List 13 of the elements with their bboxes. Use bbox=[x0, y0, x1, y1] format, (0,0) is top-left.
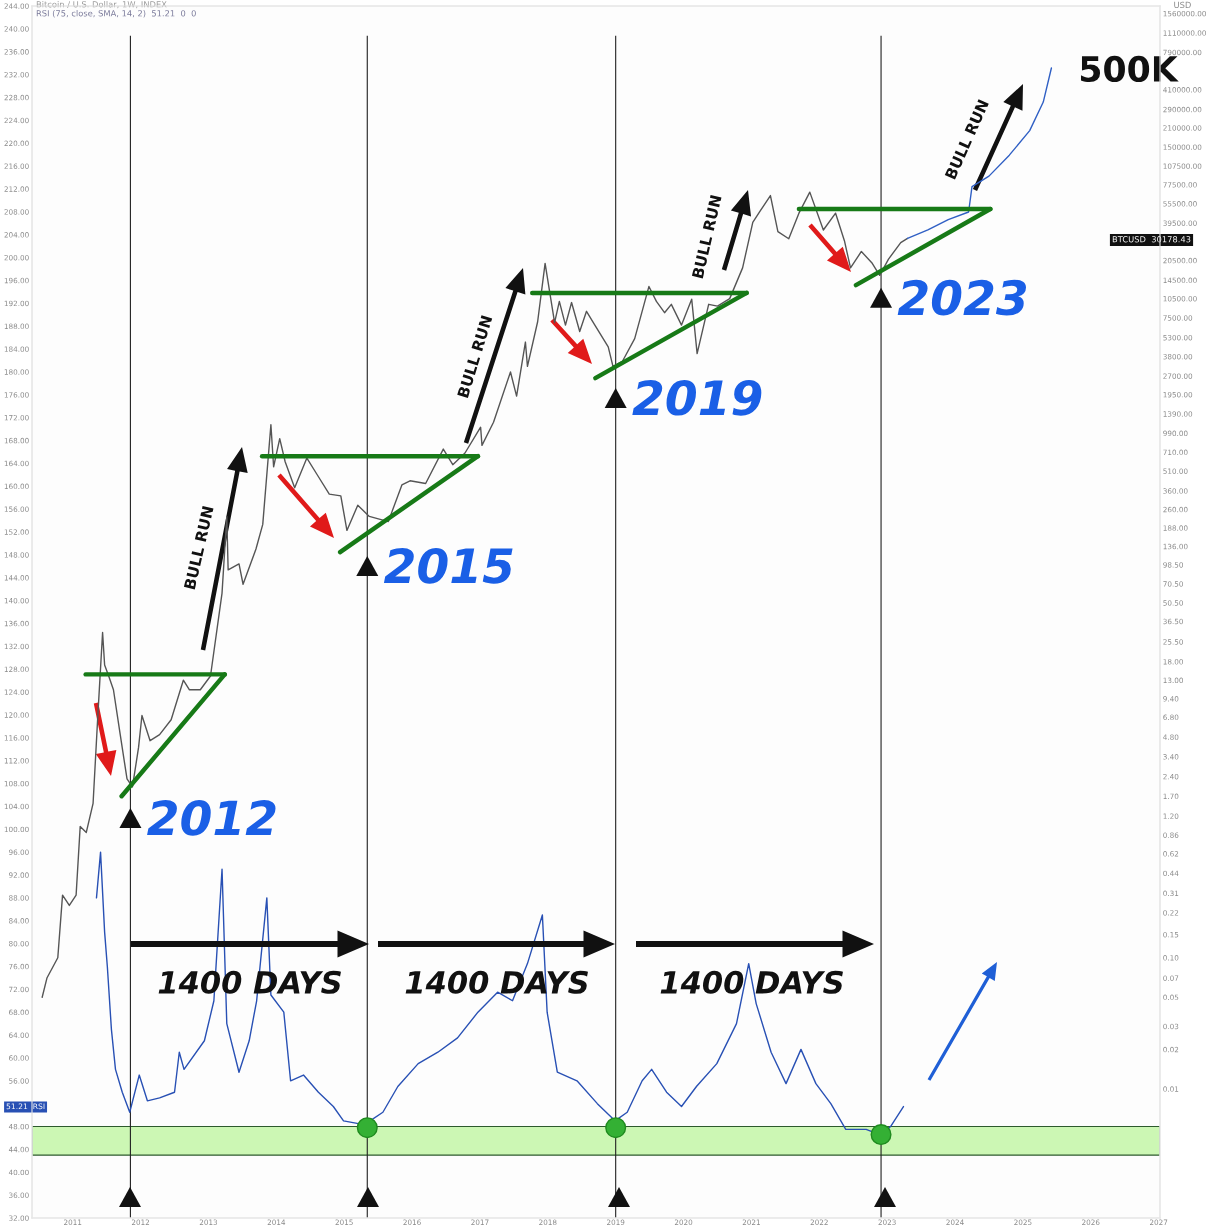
annotation: 2015 bbox=[383, 547, 513, 584]
annotation: BULL RUN bbox=[457, 315, 493, 398]
annotation: 500K bbox=[1080, 55, 1179, 83]
annotation: BTCUSD 30178.43 bbox=[1112, 236, 1191, 243]
y2-axis-title: USD bbox=[1174, 1, 1191, 9]
annotation: BULL RUN bbox=[691, 195, 722, 279]
chart-subtitle: RSI (75, close, SMA, 14, 2) 51.21 0 0 bbox=[36, 10, 196, 18]
annotation: 2012 bbox=[147, 800, 276, 836]
annotation: 1400 DAYS bbox=[660, 970, 843, 994]
chart-title: Bitcoin / U.S. Dollar, 1W, INDEX bbox=[36, 1, 167, 9]
annotation: 2023 bbox=[897, 279, 1026, 316]
annotation: BULL RUN bbox=[183, 506, 214, 590]
annotation: 2019 bbox=[632, 379, 762, 416]
